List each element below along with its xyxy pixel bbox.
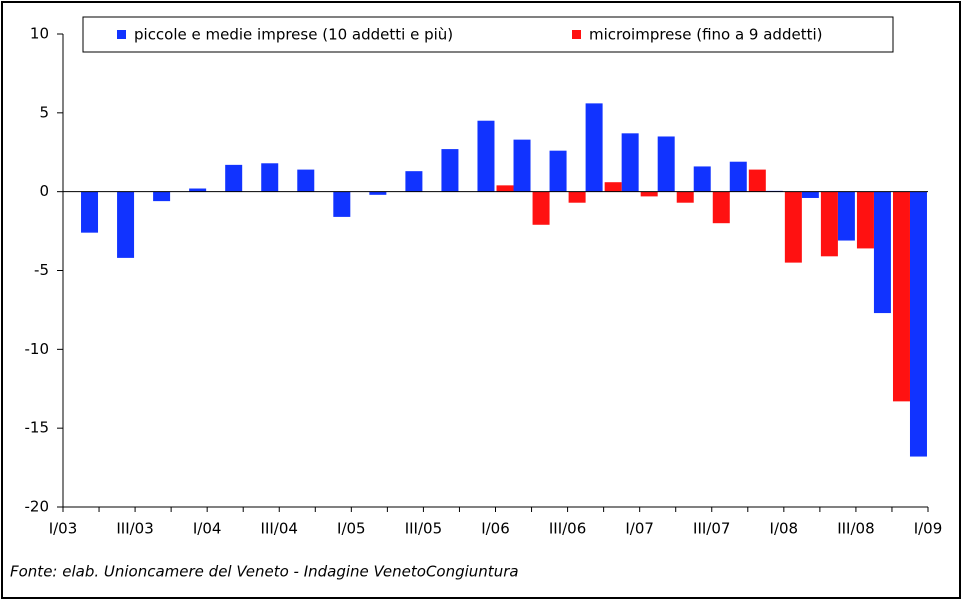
bar	[153, 191, 171, 202]
bar	[261, 163, 279, 192]
bar	[333, 191, 351, 217]
bar	[117, 191, 135, 258]
y-tick-label: 0	[39, 182, 49, 200]
bar	[873, 191, 891, 314]
y-tick-label: 10	[30, 25, 49, 43]
legend-box	[82, 16, 894, 53]
x-tick-label: III/06	[549, 520, 586, 538]
bar	[568, 191, 586, 203]
legend-swatch	[117, 30, 126, 39]
bar	[856, 191, 874, 249]
bar	[441, 149, 459, 192]
legend-label: piccole e medie imprese (10 addetti e pi…	[134, 26, 453, 44]
bar	[585, 103, 603, 192]
x-tick-label: I/04	[193, 520, 222, 538]
x-tick-label: I/08	[770, 520, 799, 538]
bar	[676, 191, 694, 203]
bar	[784, 191, 802, 263]
x-tick-label: I/05	[337, 520, 366, 538]
bar	[640, 191, 658, 197]
bar	[513, 139, 531, 192]
bar	[604, 182, 622, 192]
bar	[748, 169, 766, 192]
x-tick-label: III/03	[116, 520, 153, 538]
x-tick-label: I/03	[49, 520, 78, 538]
bar	[496, 185, 514, 192]
x-tick-label: III/05	[405, 520, 442, 538]
bar	[477, 120, 495, 192]
source-note: Fonte: elab. Unioncamere del Veneto - In…	[10, 563, 519, 581]
x-tick-label: III/08	[837, 520, 874, 538]
bar	[189, 188, 207, 192]
bar	[837, 191, 855, 241]
bar	[405, 171, 423, 192]
bar	[657, 136, 675, 192]
x-tick-label: I/07	[625, 520, 654, 538]
bar	[712, 191, 730, 224]
bar	[81, 191, 99, 233]
legend-label: microimprese (fino a 9 addetti)	[589, 26, 823, 44]
bar	[801, 191, 819, 198]
y-tick-label: -5	[34, 261, 49, 279]
bar	[369, 191, 387, 195]
x-tick-label: I/06	[481, 520, 510, 538]
y-tick-label: -15	[25, 419, 50, 437]
bar	[297, 169, 315, 192]
bar	[225, 164, 243, 192]
y-tick-label: 5	[39, 103, 49, 121]
bar	[693, 166, 711, 192]
bar	[532, 191, 550, 225]
bar	[621, 133, 639, 192]
bar	[549, 150, 567, 192]
y-tick-label: -10	[25, 340, 50, 358]
bar	[892, 191, 910, 402]
x-tick-label: III/04	[261, 520, 298, 538]
bar	[820, 191, 838, 257]
x-tick-label: I/09	[914, 520, 943, 538]
bar	[729, 161, 747, 192]
x-tick-label: III/07	[693, 520, 730, 538]
y-tick-label: -20	[25, 498, 50, 516]
bar	[909, 191, 927, 457]
legend-swatch	[572, 30, 581, 39]
